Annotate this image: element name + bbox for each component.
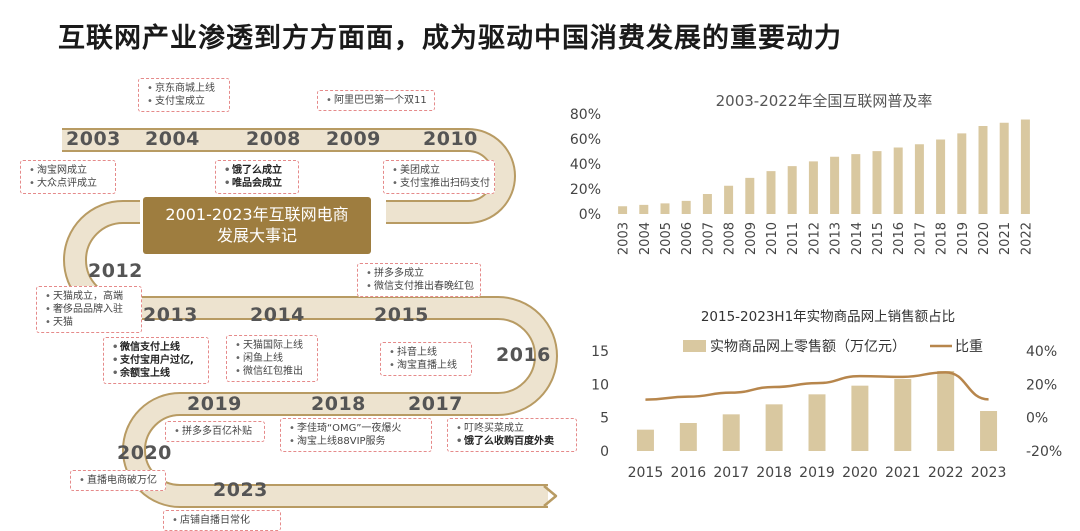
right-y-tick-label: 0% xyxy=(1026,411,1048,427)
bar xyxy=(766,404,783,451)
left-y-tick-label: 10 xyxy=(591,377,609,393)
x-tick-label: 2023 xyxy=(971,465,1007,481)
legend-label: 比重 xyxy=(955,339,983,355)
x-tick-label: 2017 xyxy=(713,465,749,481)
x-tick-label: 2016 xyxy=(671,465,707,481)
left-y-tick-label: 0 xyxy=(600,444,609,460)
bar xyxy=(723,414,740,451)
right-y-tick-label: -20% xyxy=(1026,444,1062,460)
bar xyxy=(637,430,654,451)
x-tick-label: 2018 xyxy=(756,465,792,481)
bar xyxy=(937,371,954,451)
bar xyxy=(851,386,868,451)
x-tick-label: 2022 xyxy=(928,465,964,481)
bar xyxy=(680,423,697,451)
bar xyxy=(980,411,997,451)
right-y-tick-label: 40% xyxy=(1026,344,1057,360)
legend-bar-swatch xyxy=(683,340,706,352)
x-tick-label: 2020 xyxy=(842,465,878,481)
bar xyxy=(809,394,826,451)
x-tick-label: 2019 xyxy=(799,465,835,481)
x-tick-label: 2015 xyxy=(628,465,664,481)
bar xyxy=(894,379,911,451)
right-y-tick-label: 20% xyxy=(1026,377,1057,393)
left-y-tick-label: 15 xyxy=(591,344,609,360)
x-tick-label: 2021 xyxy=(885,465,921,481)
left-y-tick-label: 5 xyxy=(600,411,609,427)
legend-label: 实物商品网上零售额（万亿元） xyxy=(710,339,906,355)
chart-title: 2015-2023H1年实物商品网上销售额占比 xyxy=(701,309,955,325)
